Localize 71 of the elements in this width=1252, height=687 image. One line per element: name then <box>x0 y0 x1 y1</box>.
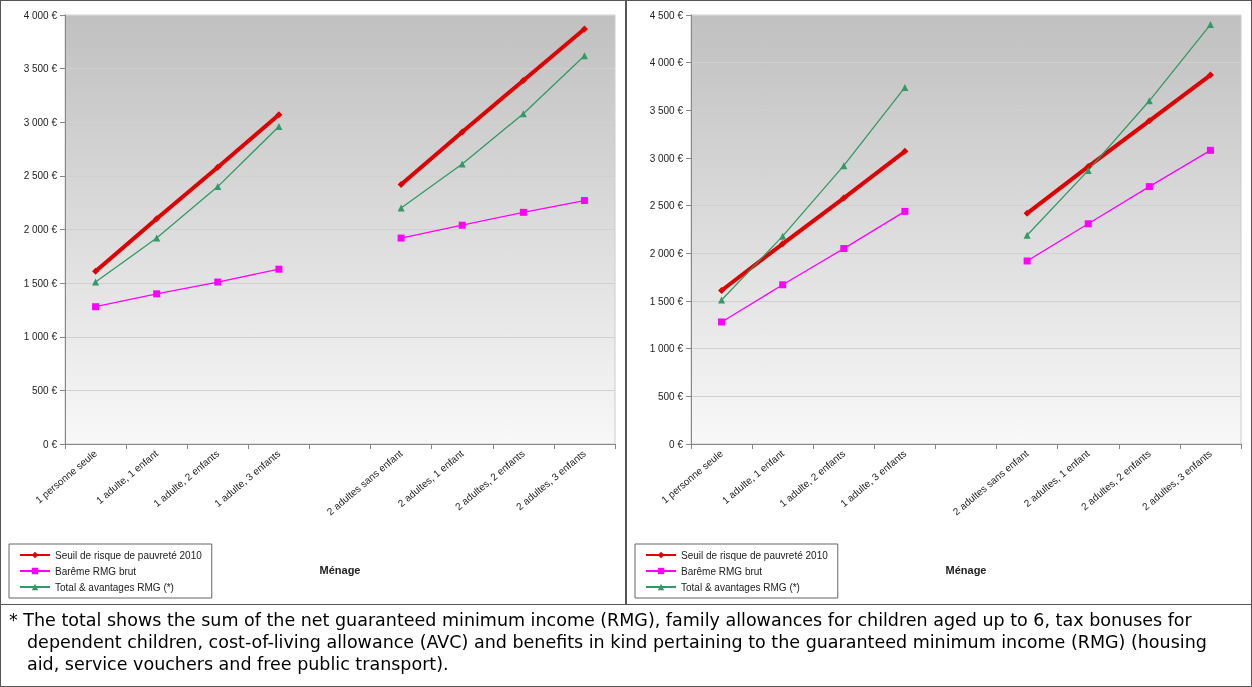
point <box>214 278 222 286</box>
point <box>458 160 466 168</box>
point <box>840 194 848 202</box>
legend-label: Barême RMG brut <box>681 565 763 577</box>
y-tick-label: 0 € <box>669 438 684 450</box>
y-tick-label: 4 000 € <box>649 57 684 69</box>
x-axis-title: Ménage <box>945 563 987 576</box>
point <box>1084 220 1092 228</box>
point <box>580 52 588 60</box>
point <box>840 245 848 253</box>
point <box>580 197 588 205</box>
point <box>397 204 405 212</box>
y-tick-label: 2 500 € <box>649 200 684 212</box>
legend-label: Total & avantages RMG (*) <box>681 581 800 593</box>
y-tick-label: 2 500 € <box>23 170 58 182</box>
y-tick-label: 3 500 € <box>649 104 684 116</box>
point <box>1145 183 1153 191</box>
point <box>779 240 787 248</box>
point <box>1023 231 1031 239</box>
y-tick-label: 4 500 € <box>649 9 684 21</box>
point <box>458 128 466 136</box>
y-tick-label: 3 000 € <box>649 152 684 164</box>
y-tick-label: 3 000 € <box>23 116 58 128</box>
point <box>1023 257 1031 265</box>
point <box>901 207 909 215</box>
point <box>275 123 283 131</box>
point <box>519 208 527 216</box>
y-tick-label: 500 € <box>31 384 58 396</box>
legend-label: Seuil de risque de pauvreté 2010 <box>55 549 203 561</box>
point <box>153 234 161 242</box>
y-tick-label: 0 € <box>43 438 58 450</box>
y-tick-label: 1 000 € <box>23 331 58 343</box>
point <box>1145 117 1153 125</box>
point <box>779 232 787 240</box>
y-tick-label: 1 000 € <box>649 343 684 355</box>
point <box>1023 209 1031 217</box>
point <box>519 76 527 84</box>
point <box>397 180 405 188</box>
point <box>718 296 726 304</box>
y-tick-label: 500 € <box>657 390 684 402</box>
point <box>153 290 161 298</box>
point <box>92 267 100 275</box>
legend-label: Barême RMG brut <box>55 565 137 577</box>
text: * The total shows the sum of the net guaranteed minimum income (RMG), family allowances for children aged up to 6, tax bonuses for dependent children, cost-of-living allowance (AVC) and benefits in kind pertaining to the guaranteed minimum income (RMG) (housing aid, service vouchers and free public transport). <box>9 609 1208 675</box>
point <box>580 25 588 33</box>
point <box>901 83 909 91</box>
point <box>153 215 161 223</box>
point <box>1206 146 1214 154</box>
y-tick-label: 2 000 € <box>23 224 58 235</box>
point <box>779 281 787 289</box>
y-tick-label: 4 000 € <box>23 9 58 21</box>
point <box>275 265 283 273</box>
x-axis-title: Ménage <box>319 563 361 576</box>
point <box>519 110 527 118</box>
legend-label: Total & avantages RMG (*) <box>55 581 174 593</box>
point <box>718 287 726 295</box>
point <box>92 278 100 286</box>
point <box>458 221 466 229</box>
y-tick-label: 1 500 € <box>649 295 684 307</box>
point <box>718 318 726 326</box>
point <box>1206 71 1214 79</box>
point <box>397 234 405 242</box>
y-tick-label: 2 000 € <box>649 247 684 259</box>
point <box>275 111 283 119</box>
y-tick-label: 3 500 € <box>23 63 58 75</box>
point <box>901 147 909 155</box>
legend-label: Seuil de risque de pauvreté 2010 <box>681 549 829 561</box>
point <box>214 163 222 171</box>
point <box>1206 21 1214 29</box>
y-tick-label: 1 500 € <box>23 277 58 289</box>
point <box>92 303 100 311</box>
